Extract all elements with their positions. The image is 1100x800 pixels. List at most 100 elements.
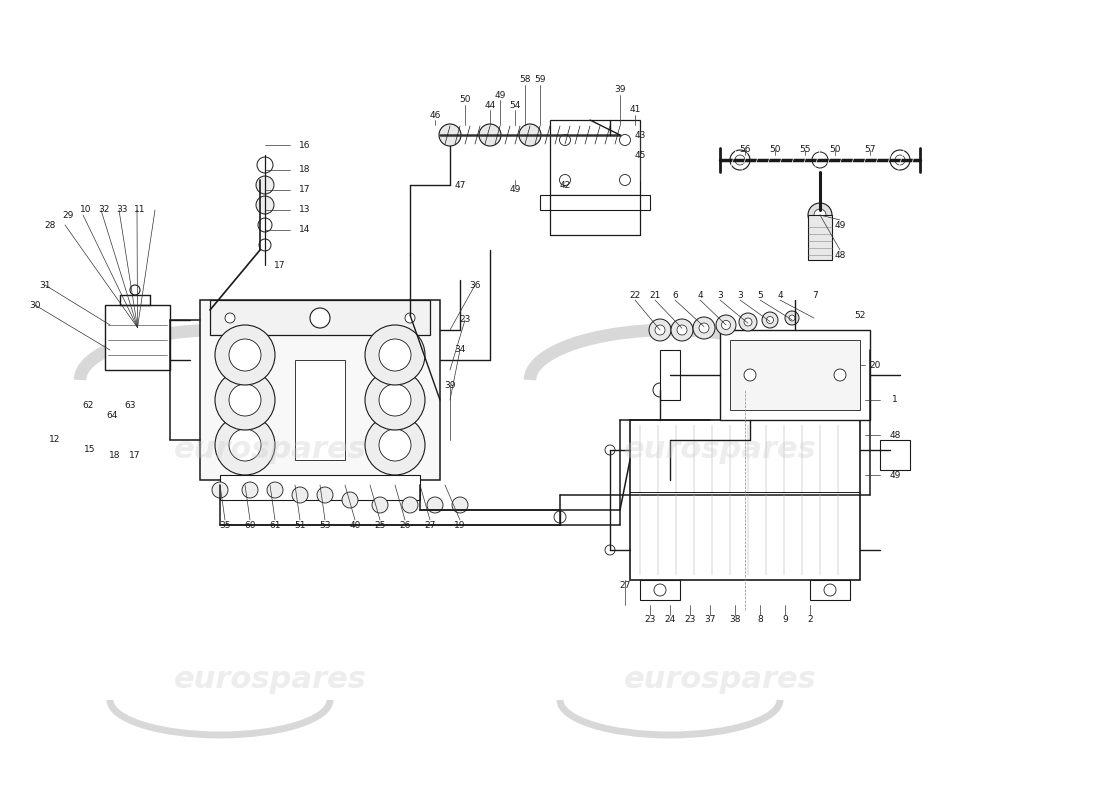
Text: 17: 17 [274, 261, 286, 270]
Text: 39: 39 [614, 86, 626, 94]
Circle shape [693, 317, 715, 339]
Circle shape [808, 203, 832, 227]
Text: 15: 15 [85, 446, 96, 454]
Circle shape [739, 313, 757, 331]
Circle shape [560, 174, 571, 186]
Text: 56: 56 [739, 146, 750, 154]
Text: 23: 23 [684, 615, 695, 625]
Circle shape [478, 124, 500, 146]
Text: 53: 53 [319, 521, 331, 530]
Circle shape [812, 152, 828, 168]
Text: 22: 22 [629, 290, 640, 299]
Circle shape [730, 150, 750, 170]
Circle shape [214, 370, 275, 430]
Text: 21: 21 [649, 290, 661, 299]
Circle shape [605, 545, 615, 555]
Text: 51: 51 [295, 521, 306, 530]
Text: 59: 59 [535, 75, 546, 85]
Circle shape [789, 315, 795, 321]
Text: 30: 30 [30, 301, 41, 310]
Circle shape [292, 487, 308, 503]
Text: 61: 61 [270, 521, 280, 530]
Text: 1: 1 [892, 395, 898, 405]
Text: 46: 46 [429, 110, 441, 119]
Text: 32: 32 [98, 206, 110, 214]
Bar [104, 305, 170, 370]
Bar [210, 300, 430, 335]
Text: 29: 29 [63, 210, 74, 219]
Text: 11: 11 [134, 206, 145, 214]
Text: 34: 34 [454, 346, 465, 354]
Text: 58: 58 [519, 75, 530, 85]
Text: 50: 50 [769, 146, 781, 154]
Circle shape [402, 497, 418, 513]
Text: 47: 47 [454, 181, 465, 190]
Text: eurospares: eurospares [624, 666, 816, 694]
Text: 37: 37 [704, 615, 716, 625]
Text: 7: 7 [812, 290, 818, 299]
Circle shape [242, 482, 258, 498]
Circle shape [427, 497, 443, 513]
Text: 14: 14 [299, 226, 310, 234]
Bar [660, 350, 680, 400]
Text: 62: 62 [82, 401, 94, 410]
Text: 2: 2 [807, 615, 813, 625]
Circle shape [619, 174, 630, 186]
Text: 3: 3 [717, 290, 723, 299]
Circle shape [257, 157, 273, 173]
Text: 3: 3 [737, 290, 742, 299]
Text: 25: 25 [374, 521, 386, 530]
Text: 39: 39 [444, 381, 455, 390]
Text: 8: 8 [757, 615, 763, 625]
Bar [720, 330, 870, 420]
Text: 49: 49 [834, 221, 846, 230]
Circle shape [560, 134, 571, 146]
Circle shape [671, 319, 693, 341]
Text: 49: 49 [494, 90, 506, 99]
Circle shape [519, 124, 541, 146]
Circle shape [698, 323, 710, 333]
Circle shape [365, 370, 425, 430]
Circle shape [676, 325, 688, 335]
Text: 50: 50 [829, 146, 840, 154]
Circle shape [653, 383, 667, 397]
Text: eurospares: eurospares [624, 435, 816, 465]
Text: 10: 10 [80, 206, 91, 214]
Text: 49: 49 [889, 470, 901, 479]
Text: 18: 18 [109, 450, 121, 459]
Circle shape [890, 150, 910, 170]
Circle shape [405, 313, 415, 323]
Circle shape [619, 134, 630, 146]
Text: 5: 5 [757, 290, 763, 299]
Text: 26: 26 [399, 521, 410, 530]
Text: 35: 35 [219, 521, 231, 530]
Circle shape [256, 176, 274, 194]
Circle shape [785, 311, 799, 325]
Text: 52: 52 [855, 310, 866, 319]
Text: 18: 18 [299, 166, 310, 174]
Text: 54: 54 [509, 101, 520, 110]
Text: 4: 4 [778, 290, 783, 299]
Circle shape [605, 445, 615, 455]
Bar [630, 420, 860, 580]
Circle shape [744, 369, 756, 381]
Text: 40: 40 [350, 521, 361, 530]
Circle shape [559, 124, 581, 146]
Circle shape [229, 339, 261, 371]
Text: 64: 64 [107, 410, 118, 419]
Circle shape [229, 429, 261, 461]
Text: 4: 4 [697, 290, 703, 299]
Bar [200, 300, 440, 480]
Circle shape [716, 315, 736, 335]
Circle shape [212, 482, 228, 498]
Circle shape [229, 384, 261, 416]
Circle shape [654, 325, 666, 335]
Circle shape [452, 497, 468, 513]
Circle shape [814, 209, 826, 221]
Circle shape [372, 497, 388, 513]
Circle shape [554, 511, 566, 523]
Circle shape [258, 239, 271, 251]
Bar [880, 440, 910, 470]
Circle shape [744, 318, 752, 326]
Text: 45: 45 [635, 150, 646, 159]
